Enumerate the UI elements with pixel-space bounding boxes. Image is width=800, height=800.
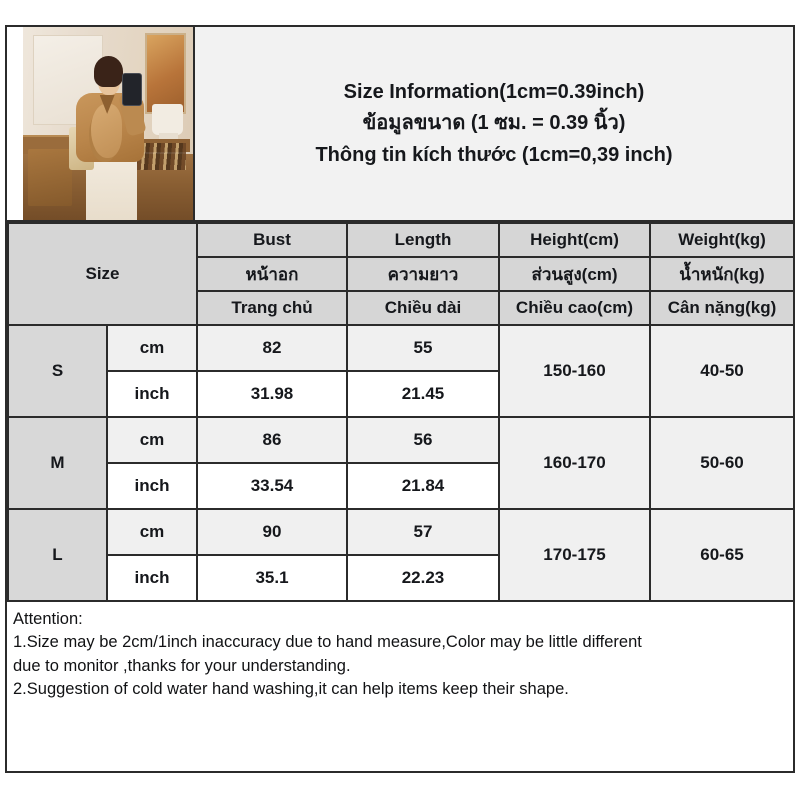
row-bust-inch: 33.54 [196, 462, 348, 510]
product-photo-cell [7, 27, 195, 220]
row-size-label: S [7, 324, 108, 418]
header-height-en: Height(cm) [498, 222, 651, 258]
table-row: inch 33.54 21.84 [8, 462, 794, 510]
note-heading: Attention: [13, 610, 83, 628]
row-bust-inch: 35.1 [196, 554, 348, 602]
table-row: inch 31.98 21.45 [8, 370, 794, 418]
top-band: Size Information(1cm=0.39inch) ข้อมูลขนา… [7, 27, 793, 222]
row-bust-inch: 31.98 [196, 370, 348, 418]
header-height-th: ส่วนสูง(cm) [498, 256, 651, 292]
title-panel: Size Information(1cm=0.39inch) ข้อมูลขนา… [195, 27, 793, 220]
table-row: M cm 86 56 160-170 50-60 [7, 416, 795, 510]
row-weight-range: 60-65 [649, 508, 795, 602]
header-size-label: Size [7, 222, 198, 326]
photo-lamp-shade [152, 104, 183, 136]
row-length-inch: 22.23 [346, 554, 500, 602]
row-bust-cm: 82 [196, 324, 348, 372]
note-line-1: 1.Size may be 2cm/1inch inaccuracy due t… [13, 633, 642, 652]
row-length-cm: 56 [346, 416, 500, 464]
row-bust-cm: 90 [196, 508, 348, 556]
table-row: S cm 82 55 150-160 40-50 [7, 324, 795, 418]
row-length-cm: 55 [346, 324, 500, 372]
title-line-thai: ข้อมูลขนาด (1 ซม. = 0.39 นิ้ว) [362, 112, 626, 135]
header-length-th: ความยาว [346, 256, 500, 292]
photo-wood-panel [144, 32, 187, 114]
row-unit-cm: cm [106, 324, 198, 372]
row-unit-cm: cm [106, 508, 198, 556]
photo-phone [121, 73, 143, 107]
header-row-thai: หน้าอก ความยาว ส่วนสูง(cm) น้ำหนัก(kg) [8, 256, 795, 292]
product-photo [23, 27, 193, 220]
photo-chair [28, 148, 73, 207]
row-unit-inch: inch [106, 370, 198, 418]
header-weight-th: น้ำหนัก(kg) [649, 256, 795, 292]
header-weight-en: Weight(kg) [649, 222, 795, 258]
row-height-range: 170-175 [498, 508, 651, 602]
note-line-3: 2.Suggestion of cold water hand washing,… [13, 680, 569, 699]
title-line-vietnamese: Thông tin kích thước (1cm=0,39 inch) [315, 143, 673, 166]
photo-model-hair [94, 55, 124, 87]
row-length-inch: 21.84 [346, 462, 500, 510]
header-length-vi: Chiều dài [346, 290, 500, 326]
header-weight-vi: Cân nặng(kg) [649, 290, 795, 326]
size-table: Size Bust Length Height(cm) Weight(kg) ห… [7, 222, 795, 602]
header-bust-en: Bust [196, 222, 348, 258]
row-size-label: L [7, 508, 108, 602]
photo-top-ruffle [91, 104, 122, 159]
row-unit-cm: cm [106, 416, 198, 464]
row-bust-cm: 86 [196, 416, 348, 464]
table-row: L cm 90 57 170-175 60-65 [7, 508, 795, 602]
row-height-range: 160-170 [498, 416, 651, 510]
row-size-label: M [7, 416, 108, 510]
size-chart-sheet: Size Information(1cm=0.39inch) ข้อมูลขนา… [5, 25, 795, 773]
row-weight-range: 50-60 [649, 416, 795, 510]
attention-note: Attention: 1.Size may be 2cm/1inch inacc… [7, 602, 793, 702]
row-length-inch: 21.45 [346, 370, 500, 418]
header-height-vi: Chiều cao(cm) [498, 290, 651, 326]
header-row-english: Size Bust Length Height(cm) Weight(kg) [7, 222, 795, 326]
note-line-2: due to monitor ,thanks for your understa… [13, 656, 351, 675]
header-bust-vi: Trang chủ [196, 290, 348, 326]
row-weight-range: 40-50 [649, 324, 795, 418]
table-row: inch 35.1 22.23 [8, 554, 794, 602]
row-unit-inch: inch [106, 554, 198, 602]
header-row-vietnamese: Trang chủ Chiều dài Chiều cao(cm) Cân nặ… [8, 290, 795, 326]
header-length-en: Length [346, 222, 500, 258]
row-height-range: 150-160 [498, 324, 651, 418]
row-unit-inch: inch [106, 462, 198, 510]
row-length-cm: 57 [346, 508, 500, 556]
title-line-english: Size Information(1cm=0.39inch) [343, 80, 645, 103]
header-bust-th: หน้าอก [196, 256, 348, 292]
